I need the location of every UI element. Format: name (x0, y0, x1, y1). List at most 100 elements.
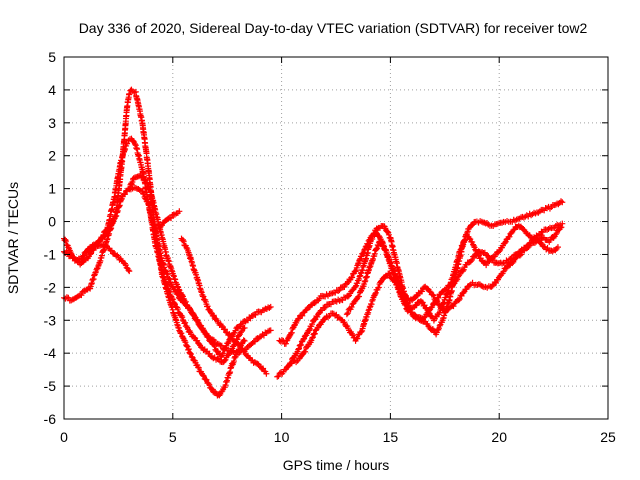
data-point (526, 242, 533, 249)
data-point (365, 237, 372, 244)
data-point (178, 330, 185, 337)
series-track-d (82, 241, 133, 275)
data-point (309, 321, 316, 328)
data-point (179, 236, 186, 243)
data-point (129, 178, 136, 185)
data-point (176, 208, 183, 215)
data-point (436, 322, 443, 329)
y-axis-label: SDTVAR / TECUs (5, 182, 21, 294)
data-point (372, 227, 379, 234)
data-point (525, 243, 532, 250)
data-point (426, 288, 433, 295)
data-point (196, 341, 203, 348)
data-point (354, 335, 361, 342)
data-point (396, 282, 403, 289)
data-point (361, 246, 368, 253)
data-point (298, 342, 305, 349)
y-tick-label: -5 (44, 378, 57, 394)
data-point (189, 309, 196, 316)
data-point (105, 227, 112, 234)
data-point (187, 351, 194, 358)
data-point (87, 251, 94, 258)
data-point (162, 267, 169, 274)
data-point (413, 302, 420, 309)
data-point (80, 252, 87, 259)
data-point (180, 238, 187, 245)
data-point (454, 276, 461, 283)
data-point (171, 300, 178, 307)
data-point (299, 312, 306, 319)
data-point (265, 328, 271, 335)
y-tick-label: -1 (44, 246, 57, 262)
data-point (126, 90, 133, 97)
data-point (296, 345, 303, 352)
data-point (456, 295, 463, 302)
data-point (314, 313, 321, 320)
data-point (375, 284, 382, 291)
data-point (348, 304, 355, 311)
data-point (136, 187, 143, 194)
data-point (531, 239, 538, 246)
x-axis-label: GPS time / hours (283, 457, 390, 473)
data-point (191, 334, 198, 341)
data-point (463, 286, 470, 293)
data-point (145, 200, 152, 207)
data-point (406, 305, 413, 312)
data-point (444, 307, 451, 314)
data-point (241, 337, 248, 344)
data-point (78, 292, 85, 299)
data-point (554, 244, 561, 251)
data-point (108, 247, 115, 254)
data-point (302, 348, 309, 355)
data-point (274, 373, 281, 380)
series-track-k (343, 220, 566, 318)
data-point (218, 342, 225, 349)
data-point (267, 327, 274, 334)
series-track-f (152, 208, 183, 232)
x-tick-label: 5 (169, 429, 177, 445)
data-point (341, 319, 348, 326)
data-point (397, 283, 404, 290)
data-point (275, 373, 282, 380)
data-point (372, 291, 379, 298)
data-point (185, 346, 192, 353)
data-point (489, 282, 496, 289)
data-point (512, 255, 519, 262)
data-point (205, 380, 212, 387)
data-point (218, 322, 225, 329)
data-point (169, 296, 176, 303)
y-tick-label: 2 (48, 148, 56, 164)
data-point (335, 287, 342, 294)
x-tick-label: 0 (60, 429, 68, 445)
data-point (545, 225, 552, 232)
data-point (435, 294, 442, 301)
data-point (238, 328, 245, 335)
data-point (434, 298, 441, 305)
data-point (261, 306, 268, 313)
data-point (179, 334, 186, 341)
data-point (429, 303, 436, 310)
data-point (191, 312, 198, 319)
data-point (349, 274, 356, 281)
data-point (256, 334, 263, 341)
data-point (193, 316, 200, 323)
data-point (252, 338, 259, 345)
data-point (236, 332, 243, 339)
data-point (174, 306, 181, 313)
data-point (130, 137, 137, 144)
data-point (535, 209, 542, 216)
data-point (62, 236, 69, 243)
data-point (221, 357, 228, 364)
data-point (321, 304, 328, 311)
data-point (182, 319, 189, 326)
data-point (109, 220, 116, 227)
data-point (182, 298, 189, 305)
data-point (467, 258, 474, 265)
data-point (559, 220, 566, 227)
data-point (341, 283, 348, 290)
data-point (235, 324, 242, 331)
data-point (554, 200, 561, 207)
data-point (126, 268, 133, 275)
data-point (260, 365, 267, 372)
